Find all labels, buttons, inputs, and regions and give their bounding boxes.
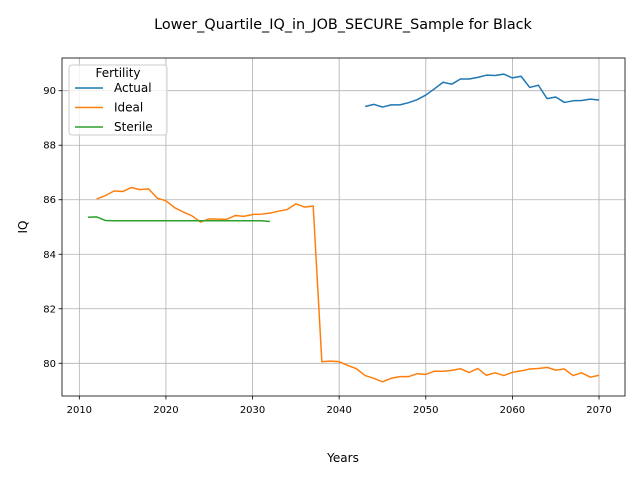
x-axis-label: Years: [326, 451, 359, 465]
x-tick-label: 2040: [326, 405, 351, 416]
legend: Fertility Actual Ideal Sterile: [68, 64, 168, 136]
chart-title: Lower_Quartile_IQ_in_JOB_SECURE_Sample f…: [154, 17, 532, 33]
series-line-ideal: [96, 186, 600, 383]
series-line-actual: [364, 73, 600, 108]
grid-lines: [62, 58, 625, 396]
x-tick-label: 2060: [500, 405, 525, 416]
axis-ticks: 2010 2020 2030 2040 2050 2060 2070 80 82 84 86 88 90: [43, 86, 611, 416]
y-tick-label: 84: [43, 250, 56, 261]
legend-title: Fertility: [95, 66, 140, 80]
series-lines: [87, 73, 600, 383]
legend-label-sterile: Sterile: [114, 120, 153, 134]
series-line-sterile: [87, 216, 270, 223]
y-tick-label: 88: [43, 141, 56, 152]
x-tick-label: 2010: [67, 405, 92, 416]
y-axis-label: IQ: [16, 221, 30, 234]
y-tick-label: 80: [43, 359, 56, 370]
legend-label-actual: Actual: [114, 81, 152, 95]
x-tick-label: 2070: [586, 405, 611, 416]
x-tick-label: 2050: [413, 405, 438, 416]
legend-items: Actual Ideal Sterile: [75, 81, 153, 134]
y-tick-label: 90: [43, 86, 56, 97]
y-tick-label: 82: [43, 304, 56, 315]
y-tick-label: 86: [43, 195, 56, 206]
legend-box: [68, 64, 168, 136]
x-tick-label: 2020: [153, 405, 178, 416]
plot-frame: [61, 57, 626, 397]
legend-label-ideal: Ideal: [114, 101, 143, 115]
x-tick-label: 2030: [240, 405, 265, 416]
